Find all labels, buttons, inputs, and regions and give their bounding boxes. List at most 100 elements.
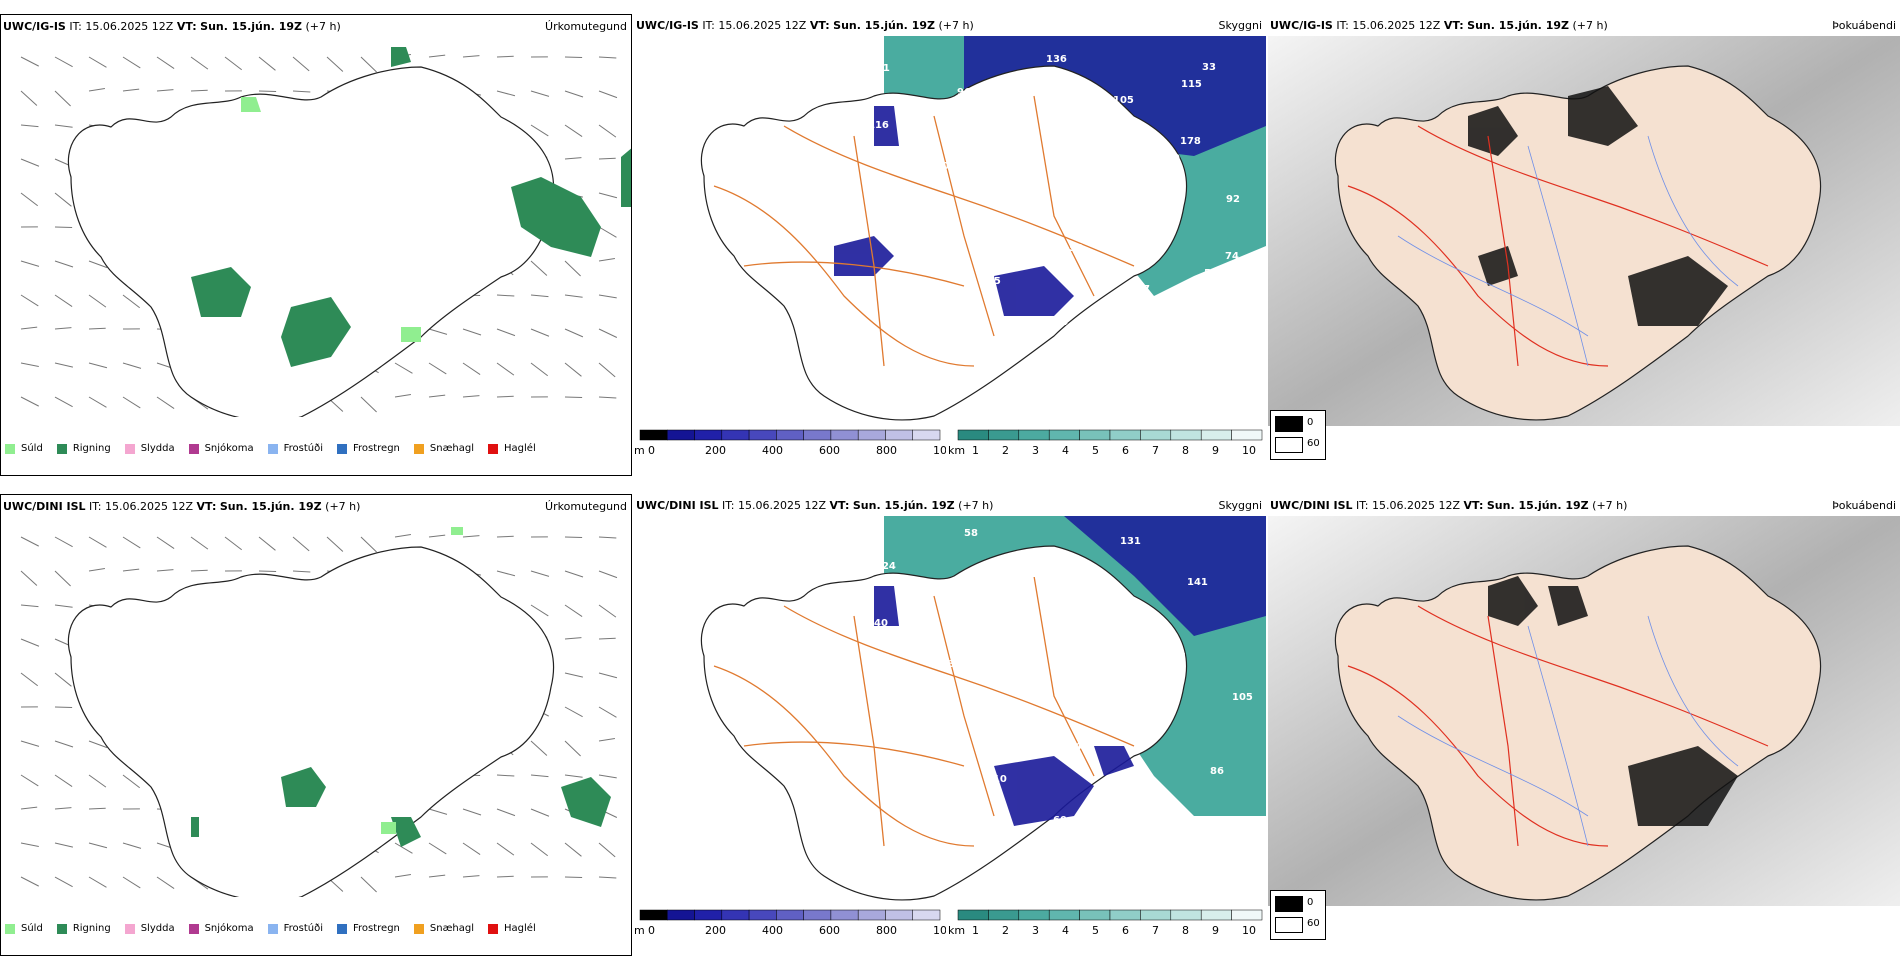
panel-type: Þokuábendi xyxy=(1832,499,1896,512)
cloud-base-label: 106 xyxy=(935,161,956,172)
wind-barb xyxy=(21,193,38,206)
wind-barb xyxy=(123,295,140,308)
legend-label: Snæhagl xyxy=(430,443,474,454)
wind-barb xyxy=(565,605,582,617)
fog-legend-white xyxy=(1275,917,1303,933)
wind-barb xyxy=(429,809,447,814)
wind-barb xyxy=(565,91,583,97)
colorbar-cell xyxy=(831,910,858,920)
cloud-base-label: 64 xyxy=(1002,202,1016,213)
colorbar-unit: m xyxy=(634,444,645,457)
wind-barb xyxy=(599,227,616,237)
wind-barb xyxy=(531,91,549,96)
panel-type: Úrkomutegund xyxy=(545,20,627,33)
cloud-base-label: 60 xyxy=(1053,815,1067,826)
wind-barb xyxy=(123,537,140,548)
cloud-base-label: 68 xyxy=(891,309,905,320)
cloud-base-label: 92 xyxy=(1226,194,1240,205)
wind-barb xyxy=(55,261,73,267)
wind-barb xyxy=(531,295,548,297)
legend-swatch xyxy=(414,444,424,454)
wind-barb xyxy=(327,537,343,551)
wind-barb xyxy=(123,877,140,888)
wind-barb xyxy=(565,775,583,777)
wind-barb xyxy=(191,57,208,69)
wind-barb xyxy=(497,396,514,397)
wind-barb xyxy=(497,56,514,57)
wind-barb xyxy=(599,91,617,98)
cloud-base-label: 74 xyxy=(1225,251,1239,262)
wind-barb xyxy=(89,397,106,407)
wind-barb xyxy=(599,673,617,678)
fog-legend: 0 60 xyxy=(1270,890,1326,940)
wind-barb xyxy=(565,673,583,677)
colorbar-cell xyxy=(1201,910,1231,920)
wind-barb xyxy=(463,329,481,335)
wind-barb xyxy=(565,329,583,337)
wind-barb xyxy=(531,775,548,777)
wind-barb xyxy=(89,295,106,307)
colorbar-tick: 200 xyxy=(705,924,726,937)
panel-type: Þokuábendi xyxy=(1832,19,1896,32)
colorbar-tick: 3 xyxy=(1032,924,1039,937)
wind-barb xyxy=(565,125,582,137)
colorbar-tick: 10 xyxy=(1242,444,1256,457)
panel-title: UWC/IG-IS IT: 15.06.2025 12Z VT: Sun. 15… xyxy=(1270,19,1608,32)
colorbar-tick: 5 xyxy=(1092,444,1099,457)
cloud-base-label: 122 xyxy=(912,292,933,303)
legend-item: Haglél xyxy=(488,443,536,454)
legend-label: Súld xyxy=(21,923,43,934)
colorbar-cell xyxy=(749,910,776,920)
legend-swatch xyxy=(414,924,424,934)
wind-barb xyxy=(157,877,174,889)
legend-item: Frostregn xyxy=(337,443,400,454)
colorbar-tick: 4 xyxy=(1062,444,1069,457)
legend-swatch xyxy=(5,924,15,934)
wind-barb xyxy=(599,363,615,377)
wind-barb xyxy=(395,535,411,537)
panel-type: Úrkomutegund xyxy=(545,500,627,513)
legend-label: Snæhagl xyxy=(430,923,474,934)
colorbar-cell xyxy=(804,910,831,920)
wind-barb xyxy=(21,91,37,105)
wind-barb xyxy=(361,537,377,552)
cloud-base-label: 113 xyxy=(1165,651,1186,662)
wind-barb xyxy=(531,741,547,755)
wind-barb xyxy=(531,571,549,576)
colorbar-tick: 8 xyxy=(1182,444,1189,457)
wind-barb xyxy=(497,295,514,296)
legend-item: Frostúði xyxy=(268,923,323,934)
colorbar-cell xyxy=(722,430,749,440)
fog-legend-min: 0 xyxy=(1307,897,1313,908)
legend-swatch xyxy=(337,444,347,454)
colorbar-tick: 400 xyxy=(762,444,783,457)
colorbar-tick: 4 xyxy=(1062,924,1069,937)
cloud-base-label: 215 xyxy=(942,602,963,613)
legend-swatch xyxy=(5,444,15,454)
fog-legend-black xyxy=(1275,896,1303,912)
wind-barb xyxy=(293,571,310,572)
colorbar-cell xyxy=(913,910,940,920)
legend-swatch xyxy=(268,444,278,454)
wind-barb xyxy=(429,363,446,374)
legend-item: Frostregn xyxy=(337,923,400,934)
fog-legend-white xyxy=(1275,437,1303,453)
height-colorbar: m02004006008001000 xyxy=(634,908,946,956)
cloud-base-label: 642 xyxy=(1143,725,1164,736)
cloud-base-label: 33 xyxy=(1068,300,1082,311)
legend-swatch xyxy=(125,444,135,454)
wind-barb xyxy=(123,57,140,68)
legend-item: Súld xyxy=(5,443,43,454)
cloud-base-label: 115 xyxy=(1181,79,1202,90)
legend-label: Snjókoma xyxy=(205,923,254,934)
colorbar-unit: m xyxy=(634,924,645,937)
wind-barb xyxy=(599,877,616,878)
wind-barb xyxy=(565,638,581,639)
cloud-base-label: 120 xyxy=(1159,153,1180,164)
cloud-base-label: 265 xyxy=(919,733,940,744)
colorbar-tick: 9 xyxy=(1212,924,1219,937)
wind-barb xyxy=(157,90,173,91)
wind-barb xyxy=(157,57,174,69)
wind-barb xyxy=(55,741,73,747)
